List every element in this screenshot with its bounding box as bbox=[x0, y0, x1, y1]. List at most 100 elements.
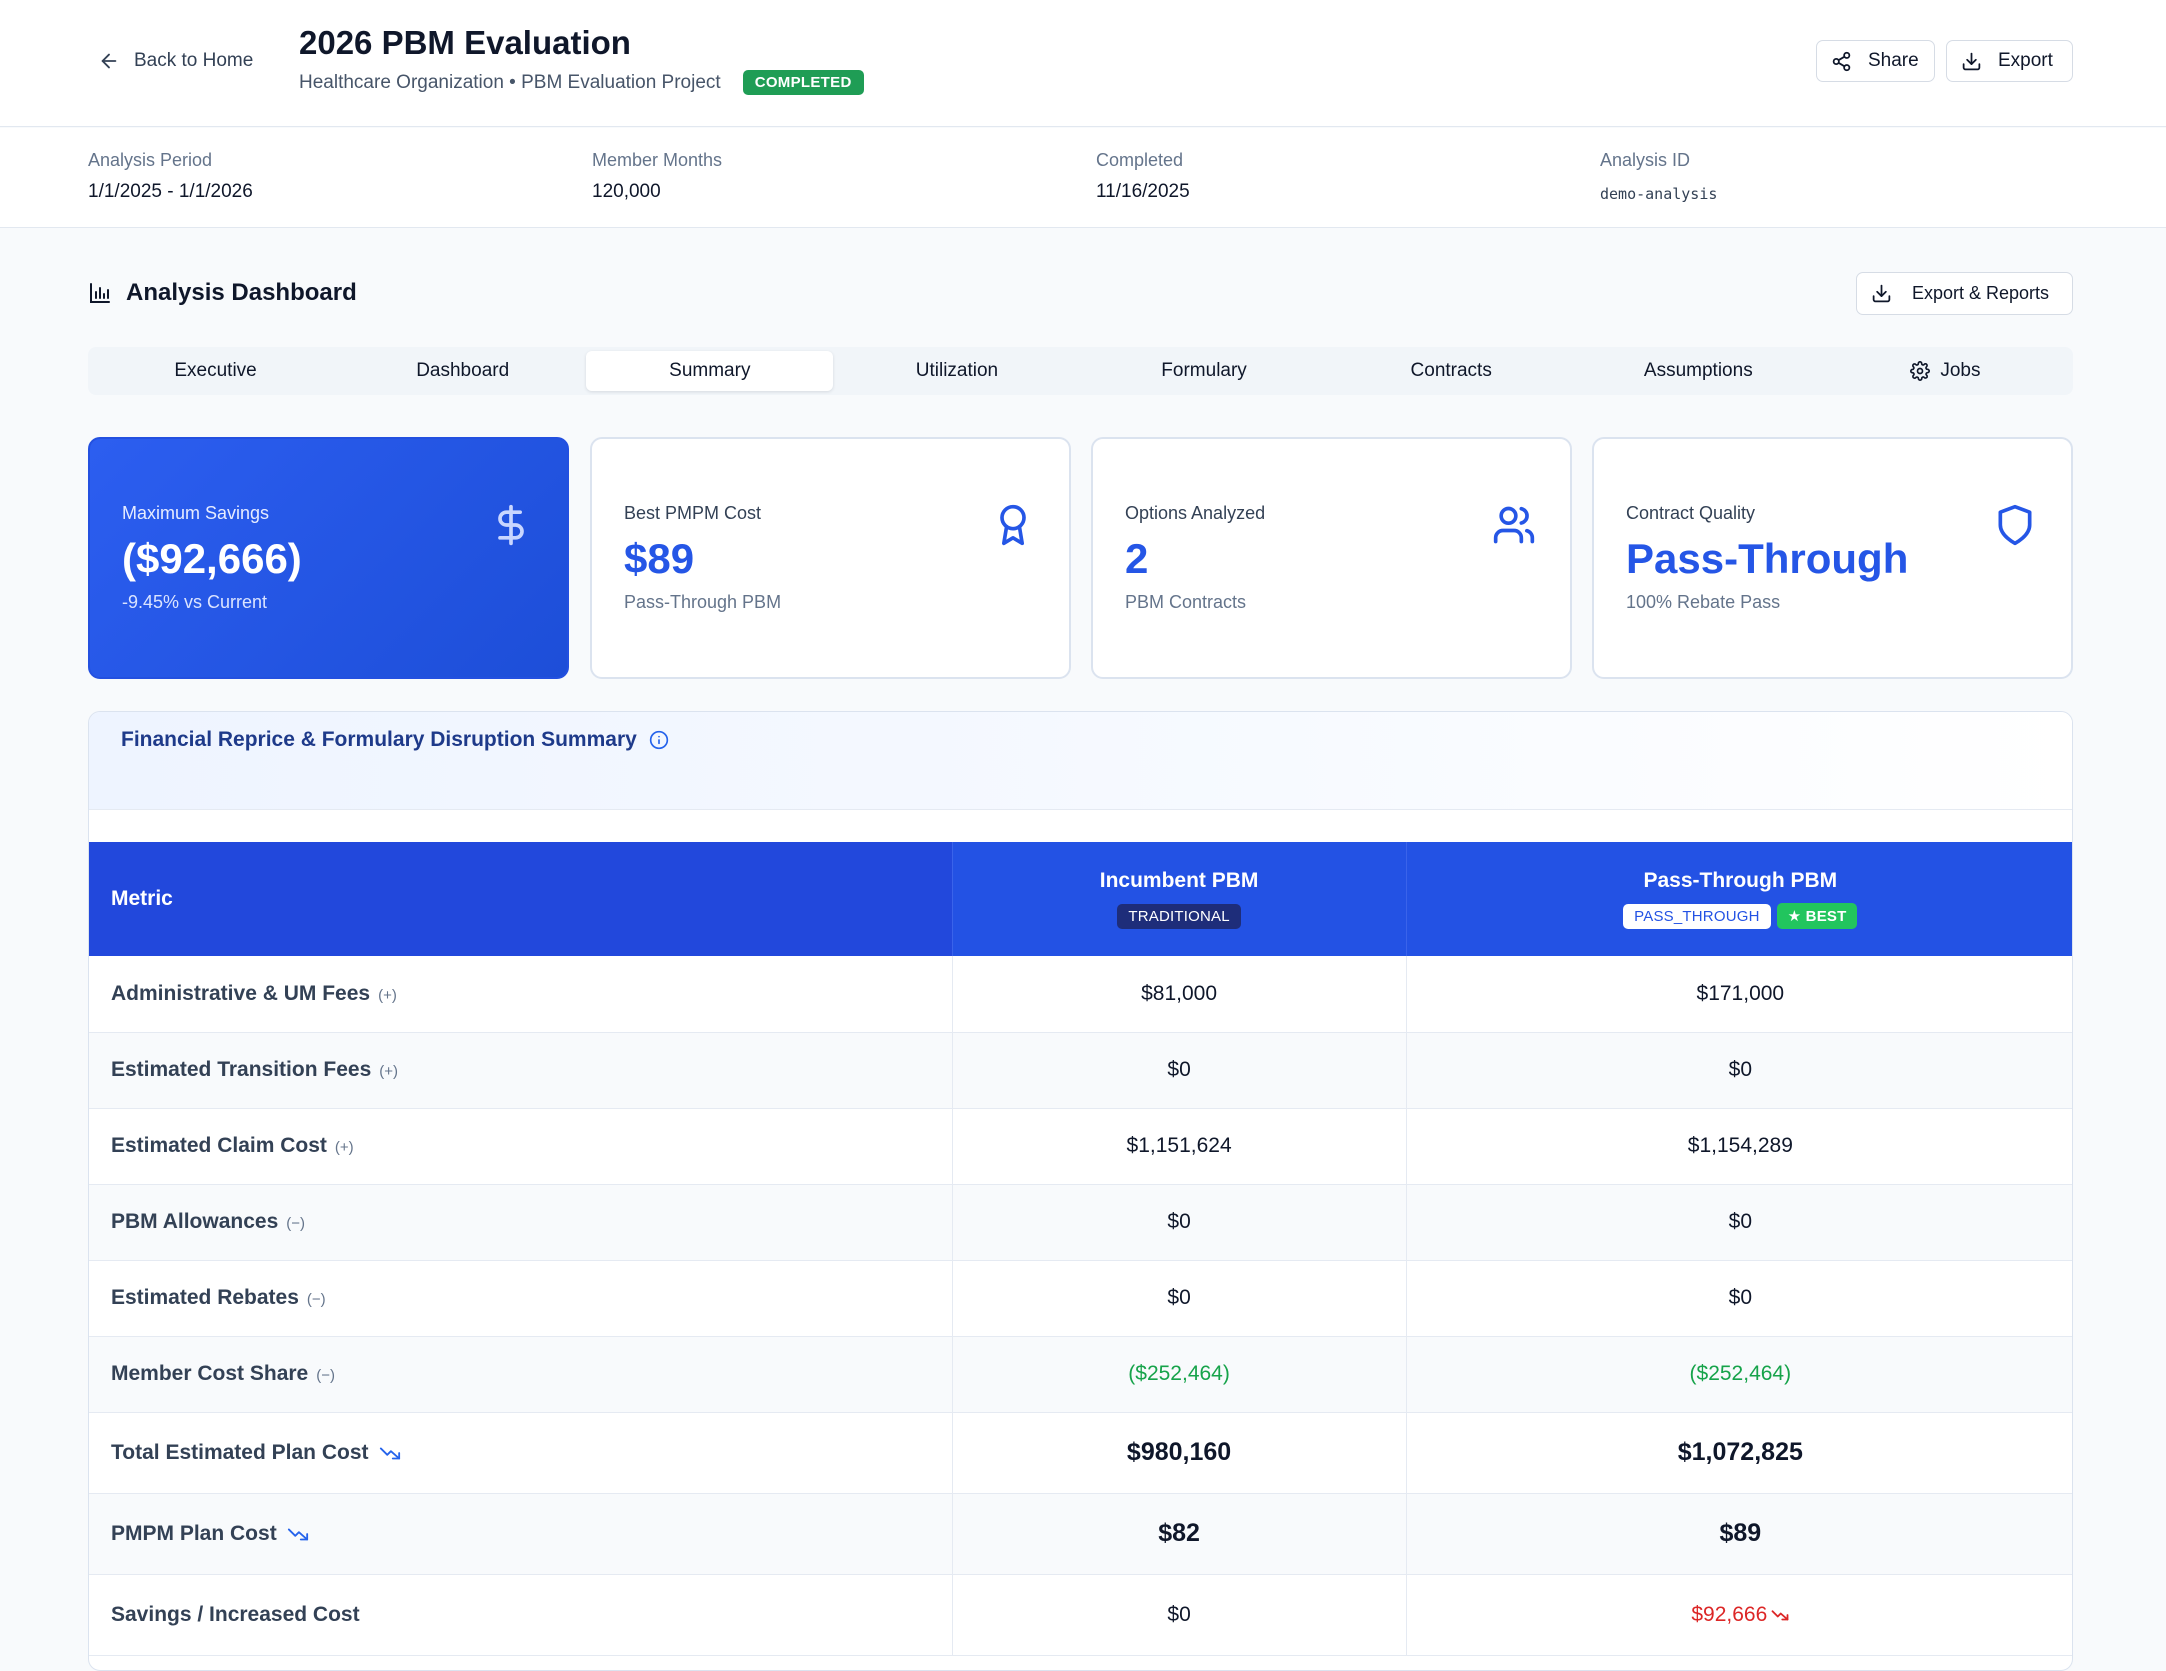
card-sub: PBM Contracts bbox=[1125, 592, 1247, 612]
table-row: Member Cost Share (−) ($252,464) ($252,46… bbox=[89, 1336, 2072, 1413]
tab-dashboard[interactable]: Dashboard bbox=[416, 360, 510, 381]
download-icon bbox=[1962, 52, 1981, 70]
shield-icon bbox=[1993, 503, 2037, 547]
column-name: Incumbent PBM bbox=[1099, 869, 1259, 892]
card-value: 2 bbox=[1125, 535, 1149, 582]
page-header: Back to Home 2026 PBM Evaluation Healthc… bbox=[0, 0, 2166, 127]
row-metric: Estimated Rebates bbox=[111, 1286, 299, 1309]
export-label: Export bbox=[1998, 50, 2053, 71]
row-sign: (+) bbox=[334, 1139, 354, 1156]
pass-through-value: $92,666 bbox=[1405, 1574, 2072, 1656]
table-header-row: Metric Incumbent PBM TRADITIONAL Pass-Th… bbox=[89, 842, 2072, 956]
tab-assumptions[interactable]: Assumptions bbox=[1643, 360, 1753, 381]
page-subline: Healthcare Organization • PBM Evaluation… bbox=[299, 70, 864, 95]
page-title: 2026 PBM Evaluation bbox=[299, 24, 631, 61]
trending-down-icon bbox=[287, 1528, 308, 1541]
trending-down-icon bbox=[1771, 1610, 1789, 1621]
row-metric: Total Estimated Plan Cost bbox=[111, 1440, 369, 1464]
table-row: Estimated Claim Cost (+) $1,151,624 $1,15… bbox=[89, 1108, 2072, 1185]
kpi-card-contract-quality: Contract Quality Pass-Through 100% Rebat… bbox=[1592, 437, 2073, 679]
card-sub: 100% Rebate Pass bbox=[1626, 592, 1781, 612]
tab-jobs[interactable]: Jobs bbox=[1822, 351, 2069, 391]
kpi-card-best-pmpm: Best PMPM Cost $89 Pass-Through PBM bbox=[590, 437, 1071, 679]
incumbent-value: $81,000 bbox=[951, 956, 1407, 1033]
row-metric: Administrative & UM Fees bbox=[111, 981, 371, 1005]
pass-through-value: $0 bbox=[1405, 1260, 2072, 1337]
meta-analysis-id: Analysis ID demo-analysis bbox=[1600, 150, 1718, 203]
metric-column-header: Metric bbox=[89, 842, 952, 956]
card-label: Maximum Savings bbox=[122, 503, 270, 523]
incumbent-column-header: Incumbent PBM TRADITIONAL bbox=[951, 842, 1407, 956]
pass-through-value: $0 bbox=[1405, 1032, 2072, 1109]
card-label: Contract Quality bbox=[1626, 503, 1756, 523]
meta-analysis-period: Analysis Period 1/1/2025 - 1/1/2026 bbox=[88, 150, 253, 202]
row-sign: (−) bbox=[286, 1215, 306, 1232]
incumbent-value: $0 bbox=[951, 1574, 1407, 1656]
share-label: Share bbox=[1868, 50, 1919, 71]
table-row: Estimated Transition Fees (+) $0 $0 bbox=[89, 1032, 2072, 1109]
analysis-meta-bar: Analysis Period 1/1/2025 - 1/1/2026 Memb… bbox=[0, 128, 2166, 228]
row-metric: Member Cost Share bbox=[111, 1362, 309, 1385]
summary-panel-header: Financial Reprice & Formulary Disruption… bbox=[89, 712, 2072, 810]
users-icon bbox=[1492, 503, 1536, 547]
export-reports-button[interactable]: Export & Reports bbox=[1856, 272, 2073, 315]
card-value: ($92,666) bbox=[122, 535, 302, 582]
share-button[interactable]: Share bbox=[1816, 40, 1935, 82]
kpi-card-options-analyzed: Options Analyzed 2 PBM Contracts bbox=[1091, 437, 1572, 679]
row-metric: PBM Allowances bbox=[111, 1210, 279, 1233]
pass-through-value: ($252,464) bbox=[1405, 1336, 2072, 1413]
best-badge: ★ BEST bbox=[1776, 903, 1858, 929]
incumbent-value: $1,151,624 bbox=[951, 1108, 1407, 1185]
tab-contracts[interactable]: Contracts bbox=[1410, 360, 1492, 381]
back-to-home-button[interactable]: Back to Home bbox=[98, 44, 253, 78]
row-metric: Savings / Increased Cost bbox=[111, 1602, 360, 1626]
award-icon bbox=[991, 503, 1035, 547]
column-name: Pass-Through PBM bbox=[1643, 869, 1838, 892]
meta-completed: Completed 11/16/2025 bbox=[1096, 150, 1190, 202]
tab-formulary[interactable]: Formulary bbox=[1161, 360, 1247, 381]
pass-through-column-header: Pass-Through PBM PASS_THROUGH ★ BEST bbox=[1405, 842, 2072, 956]
dashboard-tabs: Executive Dashboard Summary Utilization … bbox=[88, 347, 2073, 395]
card-label: Options Analyzed bbox=[1125, 503, 1266, 523]
row-metric: Estimated Transition Fees bbox=[111, 1058, 372, 1081]
meta-member-months: Member Months 120,000 bbox=[592, 150, 723, 202]
table-row: PMPM Plan Cost $82 $89 bbox=[89, 1493, 2072, 1575]
summary-title: Financial Reprice & Formulary Disruption… bbox=[121, 727, 637, 751]
pass-through-value: $171,000 bbox=[1405, 956, 2072, 1033]
download-icon bbox=[1872, 284, 1891, 303]
incumbent-value: $0 bbox=[951, 1260, 1407, 1337]
incumbent-value: $0 bbox=[951, 1184, 1407, 1261]
card-label: Best PMPM Cost bbox=[624, 503, 762, 523]
table-row: Administrative & UM Fees (+) $81,000 $171… bbox=[89, 956, 2072, 1033]
arrow-left-icon bbox=[101, 53, 117, 69]
summary-table: Metric Incumbent PBM TRADITIONAL Pass-Th… bbox=[89, 842, 2072, 1656]
table-row: Savings / Increased Cost $0 $92,666 bbox=[89, 1574, 2072, 1656]
export-button[interactable]: Export bbox=[1946, 40, 2073, 82]
trending-down-icon bbox=[379, 1447, 400, 1460]
tab-executive[interactable]: Executive bbox=[174, 360, 257, 381]
pass-through-value: $89 bbox=[1405, 1493, 2072, 1575]
pass-through-value: $1,154,289 bbox=[1405, 1108, 2072, 1185]
tab-utilization[interactable]: Utilization bbox=[915, 360, 999, 381]
status-badge: COMPLETED bbox=[742, 70, 864, 95]
row-metric: PMPM Plan Cost bbox=[111, 1521, 277, 1545]
summary-panel: Financial Reprice & Formulary Disruption… bbox=[88, 711, 2073, 1671]
pass-through-value: $0 bbox=[1405, 1184, 2072, 1261]
card-sub: Pass-Through PBM bbox=[624, 592, 782, 612]
card-sub: -9.45% vs Current bbox=[122, 592, 268, 612]
back-label: Back to Home bbox=[134, 50, 254, 71]
savings-value: $92,666 bbox=[1691, 1602, 1768, 1626]
dashboard-title: Analysis Dashboard bbox=[126, 279, 357, 306]
pass-through-tag: PASS_THROUGH bbox=[1623, 904, 1771, 929]
gear-icon bbox=[1910, 361, 1931, 381]
export-reports-label: Export & Reports bbox=[1912, 283, 2050, 303]
row-sign: (+) bbox=[379, 1063, 398, 1080]
tab-summary[interactable]: Summary bbox=[586, 351, 834, 391]
incumbent-value: ($252,464) bbox=[951, 1336, 1407, 1413]
dashboard-section-title: Analysis Dashboard bbox=[88, 279, 357, 307]
incumbent-value: $980,160 bbox=[951, 1412, 1407, 1494]
table-row: Estimated Rebates (−) $0 $0 bbox=[89, 1260, 2072, 1337]
info-icon[interactable] bbox=[649, 730, 669, 750]
row-sign: (+) bbox=[378, 986, 397, 1004]
share-icon bbox=[1832, 51, 1851, 71]
